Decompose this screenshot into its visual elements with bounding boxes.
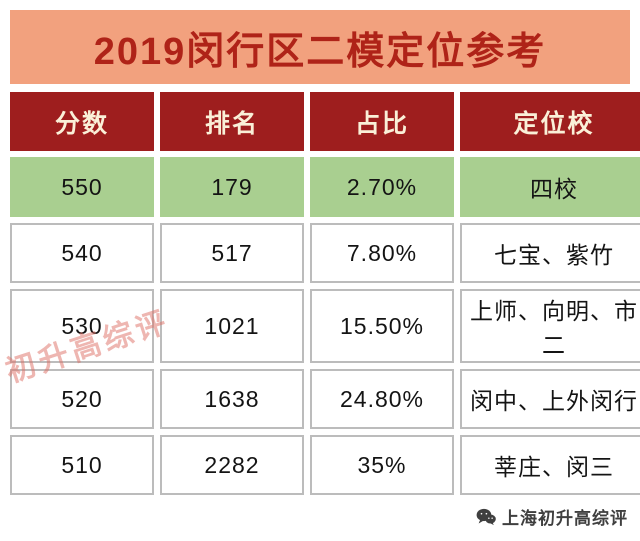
header-cell-school: 定位校 [460,92,640,151]
cell-school: 上师、向明、市二 [460,289,640,363]
cell-rank: 1021 [160,289,304,363]
table-row: 540 517 7.80% 七宝、紫竹 [10,223,640,283]
cell-school: 七宝、紫竹 [460,223,640,283]
footer-brand: 上海初升高综评 [476,504,628,529]
cell-score: 520 [10,369,154,429]
cell-score: 510 [10,435,154,495]
table-row: 510 2282 35% 莘庄、闵三 [10,435,640,495]
cell-rank: 179 [160,157,304,217]
cell-ratio: 7.80% [310,223,454,283]
title-banner: 2019闵行区二模定位参考 [10,10,630,84]
header-cell-ratio: 占比 [310,92,454,151]
cell-school: 闵中、上外闵行 [460,369,640,429]
wechat-icon [476,508,496,526]
cell-rank: 2282 [160,435,304,495]
footer-brand-text: 上海初升高综评 [502,509,628,528]
cell-score: 530 [10,289,154,363]
table-row: 550 179 2.70% 四校 [10,157,640,217]
cell-school: 莘庄、闵三 [460,435,640,495]
cell-score: 550 [10,157,154,217]
header-row: 分数 排名 占比 定位校 [10,92,640,151]
cell-school: 四校 [460,157,640,217]
header-cell-score: 分数 [10,92,154,151]
cell-ratio: 2.70% [310,157,454,217]
table-row: 520 1638 24.80% 闵中、上外闵行 [10,369,640,429]
cell-ratio: 24.80% [310,369,454,429]
placement-table: 分数 排名 占比 定位校 550 179 2.70% 四校 540 517 7.… [4,86,640,501]
table-row: 530 1021 15.50% 上师、向明、市二 [10,289,640,363]
cell-rank: 517 [160,223,304,283]
cell-score: 540 [10,223,154,283]
cell-ratio: 15.50% [310,289,454,363]
header-cell-rank: 排名 [160,92,304,151]
page-title: 2019闵行区二模定位参考 [93,30,547,73]
cell-rank: 1638 [160,369,304,429]
cell-ratio: 35% [310,435,454,495]
